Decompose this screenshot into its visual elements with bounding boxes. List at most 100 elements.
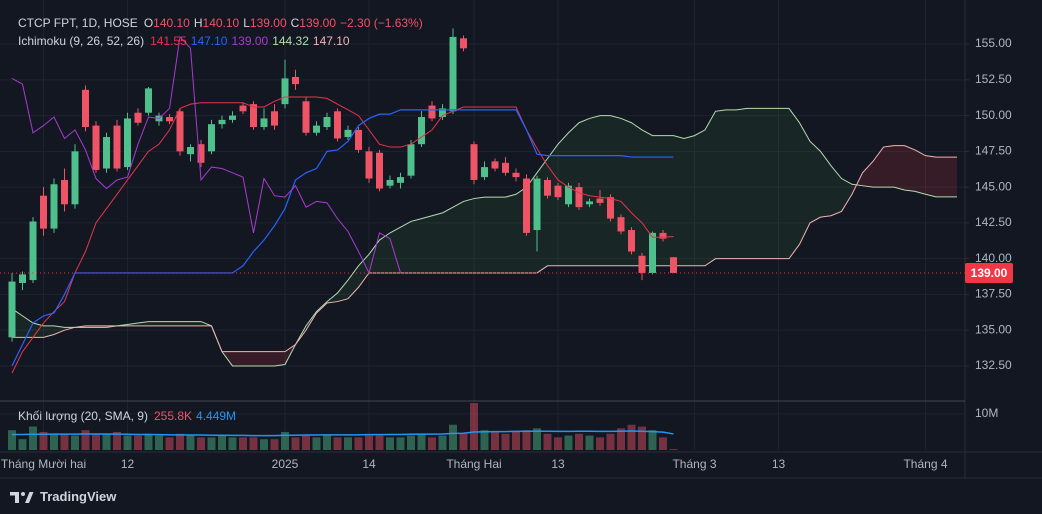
cloud: [904, 145, 915, 192]
volume-bar: [165, 437, 174, 450]
candle-body: [344, 129, 352, 138]
volume-bar: [491, 431, 499, 450]
cloud: [736, 108, 747, 259]
volume-bar: [270, 439, 279, 450]
volume-bar: [407, 435, 415, 450]
cloud: [757, 108, 768, 259]
indicator-value: 255.8K: [153, 409, 193, 423]
candle-body: [187, 147, 194, 155]
volume-bar: [375, 435, 384, 450]
indicator-value: 141.55: [150, 34, 187, 48]
cloud: [463, 198, 474, 273]
x-tick-label: 14: [362, 457, 376, 471]
volume-bar: [176, 433, 184, 450]
chikou: [11, 35, 401, 275]
volume-bar: [239, 437, 247, 450]
volume-bar: [207, 437, 216, 450]
candle-body: [628, 230, 635, 252]
cloud: [799, 122, 810, 245]
cloud: [925, 155, 936, 197]
candle-body: [50, 184, 58, 229]
symbol-legend: CTCP FPT, 1D, HOSE O 140.10 H 140.10 L 139.00…: [18, 16, 427, 30]
volume-sma: [12, 430, 674, 437]
indicator-value: 147.10: [190, 34, 228, 48]
candle-body: [260, 118, 268, 128]
volume-bar: [249, 437, 258, 450]
cloud: [505, 194, 516, 273]
volume-bar: [60, 433, 69, 450]
candle-body: [176, 111, 184, 152]
cloud: [673, 135, 684, 266]
y-tick-label: 142.50: [975, 215, 1012, 229]
x-tick-label: 13: [772, 457, 786, 471]
cloud: [421, 215, 432, 273]
cloud: [810, 141, 821, 223]
candle-body: [239, 105, 247, 112]
cloud: [190, 321, 201, 326]
cloud: [883, 145, 894, 188]
volume-bar: [386, 437, 394, 450]
symbol-title: CTCP FPT, 1D, HOSE: [18, 16, 138, 30]
candle-body: [544, 179, 551, 196]
cloud: [841, 178, 852, 212]
cloud: [474, 197, 485, 273]
volume-bar: [312, 437, 321, 450]
cloud: [484, 197, 495, 273]
volume-bar: [123, 435, 132, 450]
brand: TradingView: [40, 489, 117, 504]
cloud: [148, 321, 159, 326]
cloud: [54, 325, 65, 335]
volume-bar: [8, 430, 16, 450]
candle-body: [61, 179, 68, 205]
candle-body: [250, 104, 257, 128]
candle-body: [491, 161, 499, 169]
y-tick-label: 10M: [975, 406, 998, 420]
volume-bar: [113, 431, 121, 450]
volume-bar: [186, 435, 195, 450]
indicator-value: 144.32: [272, 34, 309, 48]
volume-bar: [302, 435, 310, 450]
cloud: [946, 157, 957, 197]
cloud: [600, 115, 611, 266]
cloud: [274, 351, 285, 366]
y-tick-label: 152.50: [975, 72, 1012, 86]
volume-bar: [228, 437, 237, 450]
cloud: [768, 108, 779, 259]
candle-body: [523, 178, 530, 233]
volume-bar: [512, 431, 520, 450]
volume-bar: [134, 435, 142, 450]
candle-body: [218, 119, 226, 125]
candle-body: [103, 137, 110, 169]
volume-bar: [438, 435, 447, 450]
candle-body: [82, 89, 89, 128]
cloud: [453, 201, 464, 273]
candle-body: [397, 177, 404, 183]
cloud: [432, 212, 443, 273]
cloud: [915, 149, 926, 195]
volume-bar: [155, 435, 163, 450]
volume-bar: [533, 428, 541, 450]
candle-body: [586, 201, 593, 205]
volume-bar: [449, 424, 457, 450]
plot-area: [0, 28, 965, 450]
candle-body: [418, 117, 425, 145]
ohlc-key: O: [143, 16, 154, 30]
candle-body: [71, 151, 79, 205]
volume-bar: [564, 435, 573, 450]
price-tag: [965, 262, 1013, 283]
cloud: [705, 111, 716, 266]
volume-bar: [218, 435, 226, 450]
y-tick-label: 140.00: [975, 251, 1012, 265]
cloud: [726, 109, 737, 259]
y-tick-label: 147.50: [975, 144, 1012, 158]
cloud: [253, 351, 264, 366]
volume-bar: [50, 433, 58, 450]
candle-body: [302, 101, 310, 133]
volume-bar: [659, 437, 667, 450]
ohlc-key: L: [243, 16, 250, 30]
volume-bar: [596, 437, 604, 450]
candle-body: [670, 257, 677, 273]
volume-bar: [501, 433, 510, 450]
candle-body: [470, 144, 478, 180]
cloud: [337, 280, 348, 302]
